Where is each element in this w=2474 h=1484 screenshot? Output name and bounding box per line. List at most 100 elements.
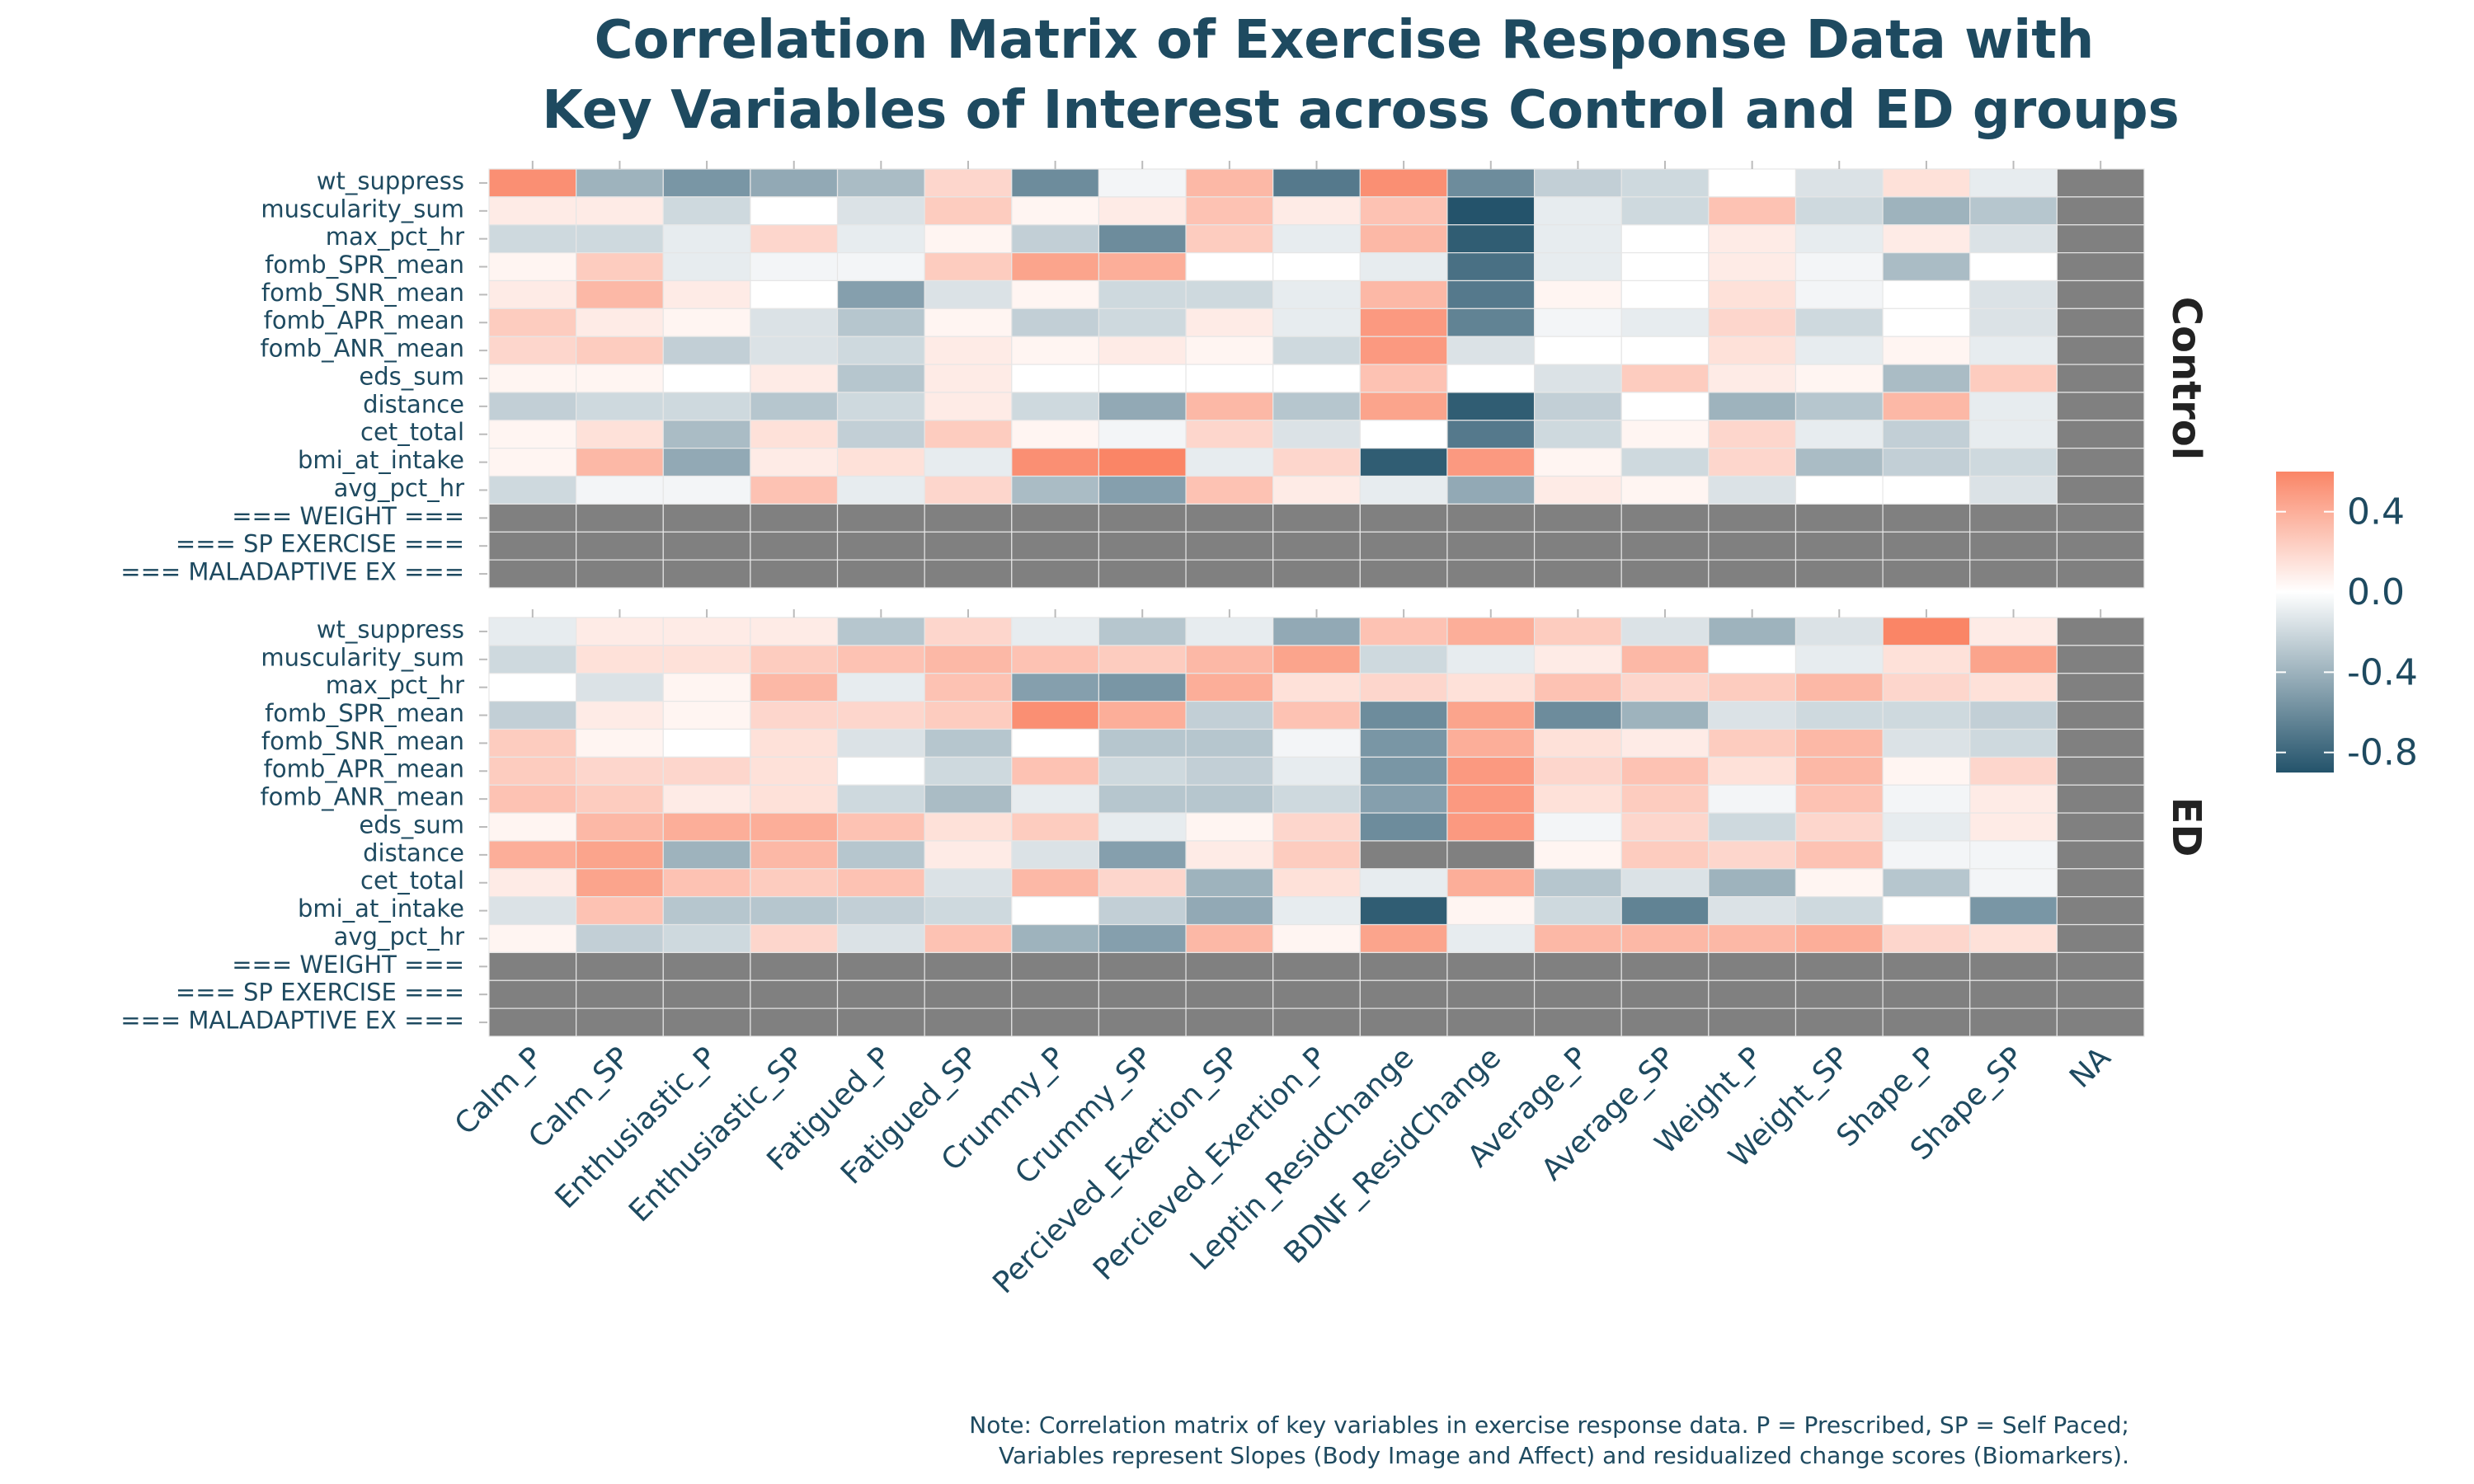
heatmap-cell <box>1794 224 1884 254</box>
heatmap-cell <box>1185 531 1274 561</box>
heatmap-cell <box>1882 503 1971 533</box>
heatmap-cell <box>1359 392 1448 421</box>
heatmap-cell <box>488 279 577 309</box>
heatmap-cell <box>750 645 839 674</box>
heatmap-cell <box>1185 868 1274 898</box>
heatmap-cell <box>1446 868 1536 898</box>
heatmap-cell <box>2056 224 2145 254</box>
heatmap-cell <box>1620 364 1710 393</box>
heatmap-cell <box>924 896 1013 926</box>
y-tick-label: === SP EXERCISE === <box>176 979 464 1007</box>
heatmap-cell <box>1620 224 1710 254</box>
heatmap-cell <box>1011 279 1100 309</box>
heatmap-cell <box>1969 840 2058 870</box>
y-tick-label: === SP EXERCISE === <box>176 530 464 558</box>
heatmap-cell <box>1098 700 1187 730</box>
heatmap-cell <box>1272 252 1361 282</box>
heatmap-cell <box>576 364 664 393</box>
heatmap-cell <box>1969 448 2058 477</box>
heatmap-cell <box>662 840 751 870</box>
heatmap-cell <box>576 336 664 365</box>
heatmap-cell <box>1708 700 1797 730</box>
heatmap-cell <box>1185 840 1274 870</box>
heatmap-cell <box>1272 308 1361 337</box>
heatmap-cell <box>1620 645 1710 674</box>
heatmap-cell <box>836 700 925 730</box>
heatmap-cell <box>1185 308 1274 337</box>
legend-color-bar <box>2276 472 2334 773</box>
heatmap-cell <box>1969 645 2058 674</box>
heatmap-cell <box>1098 196 1187 226</box>
heatmap-cell <box>488 559 577 589</box>
y-tick-label: distance <box>363 838 464 866</box>
heatmap-cell <box>2056 364 2145 393</box>
heatmap-cell <box>1882 812 1971 842</box>
heatmap-cell <box>1098 673 1187 702</box>
heatmap-cell <box>1098 224 1187 254</box>
heatmap-cell <box>576 279 664 309</box>
heatmap-cell <box>662 475 751 505</box>
heatmap-cell <box>1969 673 2058 702</box>
heatmap-cell <box>1882 673 1971 702</box>
heatmap-cell <box>924 784 1013 814</box>
heatmap-cell <box>924 1007 1013 1037</box>
heatmap-cell <box>1359 475 1448 505</box>
heatmap-cell <box>1620 979 1710 1009</box>
heatmap-cell <box>1620 868 1710 898</box>
heatmap-cell <box>1272 728 1361 758</box>
heatmap-cell <box>1708 420 1797 449</box>
heatmap-cell <box>1708 617 1797 646</box>
heatmap-cell <box>1185 559 1274 589</box>
heatmap-cell <box>1098 756 1187 786</box>
heatmap-cell <box>1794 503 1884 533</box>
heatmap-cell <box>1272 673 1361 702</box>
heatmap-cell <box>750 812 839 842</box>
heatmap-cell <box>576 392 664 421</box>
heatmap-cell <box>488 252 577 282</box>
heatmap-cell <box>1272 896 1361 926</box>
heatmap-cell <box>1794 279 1884 309</box>
heatmap-cell <box>1011 392 1100 421</box>
y-tick-label: === WEIGHT === <box>232 951 464 979</box>
heatmap-cell <box>2056 531 2145 561</box>
heatmap-cell <box>1272 168 1361 198</box>
heatmap-cell <box>1098 308 1187 337</box>
heatmap-cell <box>1446 617 1536 646</box>
heatmap-cell <box>1272 868 1361 898</box>
heatmap-cell <box>488 364 577 393</box>
heatmap-cell <box>1011 645 1100 674</box>
heatmap-cell <box>1098 503 1187 533</box>
heatmap-cell <box>1185 784 1274 814</box>
heatmap-cell <box>1969 475 2058 505</box>
heatmap-cell <box>488 224 577 254</box>
heatmap-cell <box>2056 951 2145 981</box>
heatmap-cell <box>1794 196 1884 226</box>
heatmap-cell <box>1533 531 1622 561</box>
heatmap-cell <box>1446 196 1536 226</box>
heatmap-cell <box>1620 840 1710 870</box>
heatmap-cell <box>1794 531 1884 561</box>
heatmap-cell <box>1011 531 1100 561</box>
heatmap-cell <box>662 784 751 814</box>
heatmap-cell <box>1882 531 1971 561</box>
heatmap-cell <box>1794 979 1884 1009</box>
heatmap-cell <box>1011 1007 1100 1037</box>
heatmap-cell <box>1185 812 1274 842</box>
heatmap-cell <box>488 868 577 898</box>
heatmap-cell <box>924 475 1013 505</box>
heatmap-cell <box>1098 868 1187 898</box>
heatmap-cell <box>1882 224 1971 254</box>
heatmap-cell <box>1359 503 1448 533</box>
heatmap-cell <box>1533 923 1622 953</box>
heatmap-cell <box>924 812 1013 842</box>
y-tick-label: eds_sum <box>359 810 464 838</box>
heatmap-cell <box>1882 196 1971 226</box>
chart-title-line-2: Key Variables of Interest across Control… <box>542 80 2179 141</box>
heatmap-cell <box>2056 673 2145 702</box>
heatmap-cell <box>1533 1007 1622 1037</box>
heatmap-cell <box>1011 951 1100 981</box>
heatmap-cell <box>1446 840 1536 870</box>
heatmap-cell <box>1185 617 1274 646</box>
heatmap-cell <box>488 645 577 674</box>
heatmap-cell <box>1446 279 1536 309</box>
